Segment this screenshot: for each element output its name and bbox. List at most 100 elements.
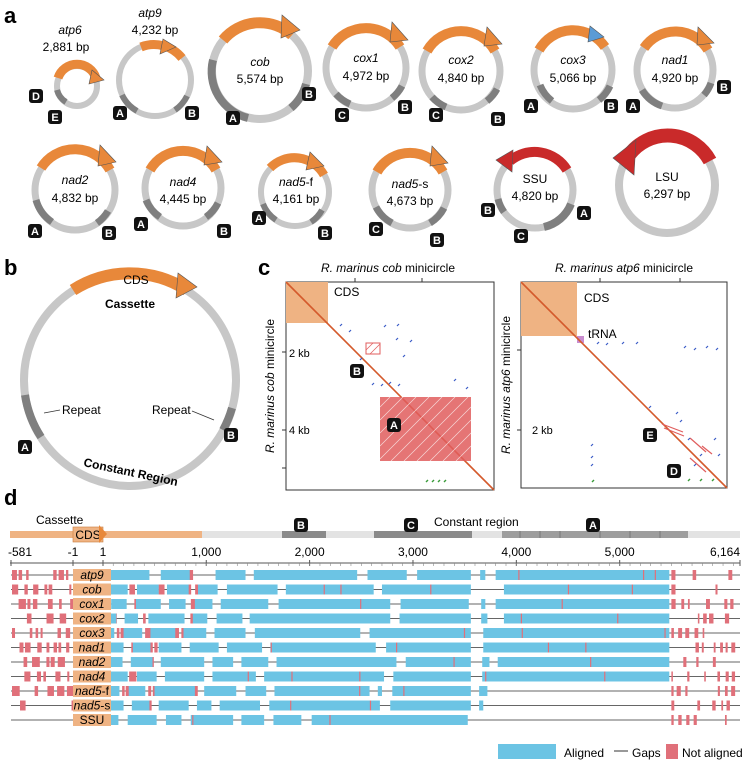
aligned-segment (194, 599, 213, 609)
aligned-segment (399, 613, 471, 624)
not-aligned-segment (23, 657, 28, 667)
not-aligned-segment (35, 628, 39, 638)
not-aligned-segment (717, 686, 720, 696)
aligned-segment (220, 599, 269, 609)
row-label-bg (73, 583, 111, 596)
aligned-segment (183, 628, 207, 638)
aligned-segment (241, 715, 265, 725)
aligned-segment (109, 584, 128, 595)
aligned-segment (497, 657, 670, 667)
legend-aligned: Aligned (564, 746, 604, 760)
alignment-row: cob (11, 583, 740, 597)
aligned-segment (123, 628, 143, 638)
lsu-size: 6,297 bp (644, 187, 691, 201)
alignment-row: SSU (11, 713, 740, 727)
aligned-segment (311, 715, 468, 725)
aligned-segment (148, 613, 185, 624)
not-aligned-segment (712, 657, 716, 667)
aligned-segment (241, 657, 269, 667)
aligned-segment (132, 642, 151, 653)
axis-label: 6,164 (710, 545, 740, 559)
not-aligned-segment (678, 715, 682, 725)
not-aligned-segment (671, 570, 676, 580)
cox3-name: cox3 (560, 53, 586, 67)
not-aligned-segment (724, 613, 730, 624)
row-label-name: cob (82, 583, 102, 597)
row-label-name: nad5 (74, 699, 101, 713)
ssu-name: SSU (523, 172, 548, 186)
row-label-bg (73, 656, 111, 668)
dotplot-atp6-trna: tRNA (588, 327, 617, 341)
repeat-right-label: Repeat (152, 403, 191, 417)
nad4-name: nad4 (170, 175, 197, 189)
legend-aligned-swatch (498, 744, 556, 759)
row-label: nad2 (79, 655, 106, 669)
cox2-label-c: C (432, 110, 440, 122)
aligned-segment (264, 671, 385, 682)
not-aligned-segment (697, 700, 701, 711)
aligned-segment (480, 570, 486, 580)
not-aligned-segment (717, 671, 721, 682)
mismatch-mark (518, 570, 520, 580)
alignment-row: nad5-f (11, 684, 740, 698)
aligned-segment (405, 657, 471, 667)
not-aligned-segment (687, 671, 690, 682)
not-aligned-segment (36, 671, 42, 682)
minicircle-cox1: cox1 4,972 bp C B (322, 21, 412, 122)
row-label-bg (73, 670, 111, 683)
aligned-segment (189, 642, 219, 653)
alignment-row: nad1 (11, 641, 740, 655)
aligned-segment (111, 599, 127, 609)
aligned-segment (483, 628, 670, 638)
row-label: nad5-f (75, 684, 110, 698)
alignment-row: cox1 (11, 597, 740, 611)
aligned-segment (216, 613, 243, 624)
mismatch-mark (369, 700, 372, 711)
not-aligned-segment (33, 584, 39, 595)
not-aligned-segment (705, 599, 710, 609)
mismatch-mark (359, 686, 361, 696)
not-aligned-segment (152, 686, 156, 696)
row-label-name: SSU (80, 713, 105, 727)
dotplot-cob-ylabel-rest: minicircle (263, 319, 277, 369)
aligned-segment (369, 628, 471, 638)
dotplot-atp6-title-rest: minicircle (643, 261, 693, 275)
legend-not-aligned: Not aligned (682, 746, 743, 760)
row-label-suffix: -f (102, 684, 110, 698)
aligned-segment (165, 715, 182, 725)
not-aligned-segment (671, 715, 674, 725)
not-aligned-segment (24, 642, 31, 653)
alignment-row: cox2 (11, 612, 740, 626)
aligned-segment (158, 700, 189, 711)
not-aligned-segment (122, 686, 125, 696)
minicircle-atp6: atp6 2,881 bp D E (29, 23, 105, 124)
row-label-bg (73, 569, 111, 581)
aligned-segment (154, 686, 195, 696)
not-aligned-segment (676, 686, 681, 696)
not-aligned-segment (59, 613, 67, 624)
not-aligned-segment (671, 686, 674, 696)
nad1-label-a: A (629, 101, 637, 113)
dotplot-cob: R. marinus cob minicircle (263, 261, 495, 491)
mismatch-mark (485, 671, 487, 682)
cox1-label-c: C (338, 110, 346, 122)
alignment-constant-label: Constant region (434, 515, 519, 529)
dotplot-atp6-mark-e: E (646, 430, 653, 442)
alignment-tracks: atp9cobcox1cox2cox3nad1nad2nad4nad5-fnad… (11, 568, 740, 727)
aligned-segment (214, 628, 246, 638)
ssu-label-a: A (580, 208, 588, 220)
not-aligned-segment (671, 700, 675, 711)
axis-label: 4,000 (501, 545, 531, 559)
aligned-segment (150, 628, 176, 638)
atp6-label-e: E (51, 112, 58, 124)
not-aligned-segment (29, 628, 33, 638)
not-aligned-segment (27, 599, 31, 609)
dotplot-cob-title-rest: minicircle (405, 261, 455, 275)
row-label-name: nad1 (79, 641, 106, 655)
aligned-segment (196, 700, 212, 711)
not-aligned-segment (32, 657, 40, 667)
atp9-label-a: A (116, 108, 124, 120)
row-label: cox1 (79, 597, 104, 611)
axis-label: -581 (8, 545, 32, 559)
not-aligned-segment (724, 715, 727, 725)
